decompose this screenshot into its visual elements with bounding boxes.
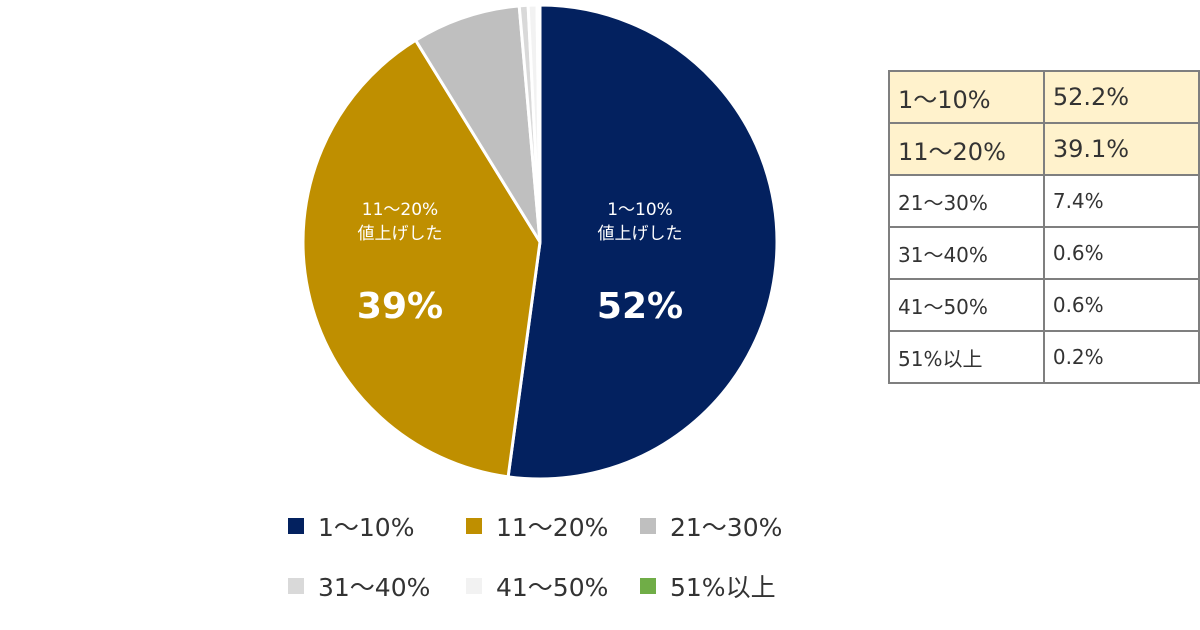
pie-slice-6 <box>535 3 542 243</box>
table-row: 1〜10% 52.2% <box>888 70 1200 124</box>
legend-item: 21〜30% <box>640 508 782 544</box>
table-cell-label: 31〜40% <box>888 226 1045 280</box>
slice-label-range: 11〜20% <box>361 200 439 220</box>
legend-item: 1〜10% <box>288 508 414 544</box>
legend-item: 31〜40% <box>288 568 430 604</box>
slice-label-text: 値上げした <box>597 224 683 244</box>
data-table: 1〜10% 52.2% 11〜20% 39.1% 21〜30% 7.4% 31〜40% 0.6… <box>888 70 1200 384</box>
table-cell-label: 21〜30% <box>888 174 1045 228</box>
legend-swatch <box>288 518 304 534</box>
slice-label-range: 1〜10% <box>607 200 673 220</box>
legend-label: 21〜30% <box>670 513 783 542</box>
legend-item: 51%以上 <box>640 568 776 604</box>
slice-label-text: 値上げした <box>357 224 443 244</box>
table-cell-label: 11〜20% <box>888 122 1045 176</box>
table-cell-label: 41〜50% <box>888 278 1045 332</box>
table-cell-value: 0.6% <box>1042 226 1200 280</box>
legend-item: 41〜50% <box>466 568 608 604</box>
table-row: 21〜30% 7.4% <box>888 174 1200 228</box>
table-cell-value: 52.2% <box>1042 70 1200 124</box>
legend-swatch <box>288 578 304 594</box>
legend-label: 41〜50% <box>496 573 609 602</box>
table-cell-value: 7.4% <box>1042 174 1200 228</box>
legend-label: 11〜20% <box>496 513 609 542</box>
slice-label-11-20: 11〜20% 値上げした 39% <box>330 198 470 327</box>
legend-swatch <box>640 518 656 534</box>
legend-label: 51%以上 <box>670 573 776 602</box>
pie-slice-1 <box>506 3 779 481</box>
table-cell-label: 51%以上 <box>888 330 1045 384</box>
legend-label: 1〜10% <box>318 513 415 542</box>
table-row: 51%以上 0.2% <box>888 330 1200 384</box>
legend-swatch <box>640 578 656 594</box>
legend-label: 31〜40% <box>318 573 431 602</box>
slice-label-1-10: 1〜10% 値上げした 52% <box>570 198 710 327</box>
table-cell-value: 0.6% <box>1042 278 1200 332</box>
table-row: 11〜20% 39.1% <box>888 122 1200 176</box>
table-row: 41〜50% 0.6% <box>888 278 1200 332</box>
table-cell-value: 39.1% <box>1042 122 1200 176</box>
pie-slice-3 <box>413 4 542 243</box>
table-cell-value: 0.2% <box>1042 330 1200 384</box>
pie-slice-2 <box>301 38 542 479</box>
legend-item: 11〜20% <box>466 508 608 544</box>
legend-swatch <box>466 578 482 594</box>
table-cell-label: 1〜10% <box>888 70 1045 124</box>
table-row: 31〜40% 0.6% <box>888 226 1200 280</box>
slice-label-value: 52% <box>596 286 684 327</box>
legend-swatch <box>466 518 482 534</box>
slice-label-value: 39% <box>356 286 444 327</box>
